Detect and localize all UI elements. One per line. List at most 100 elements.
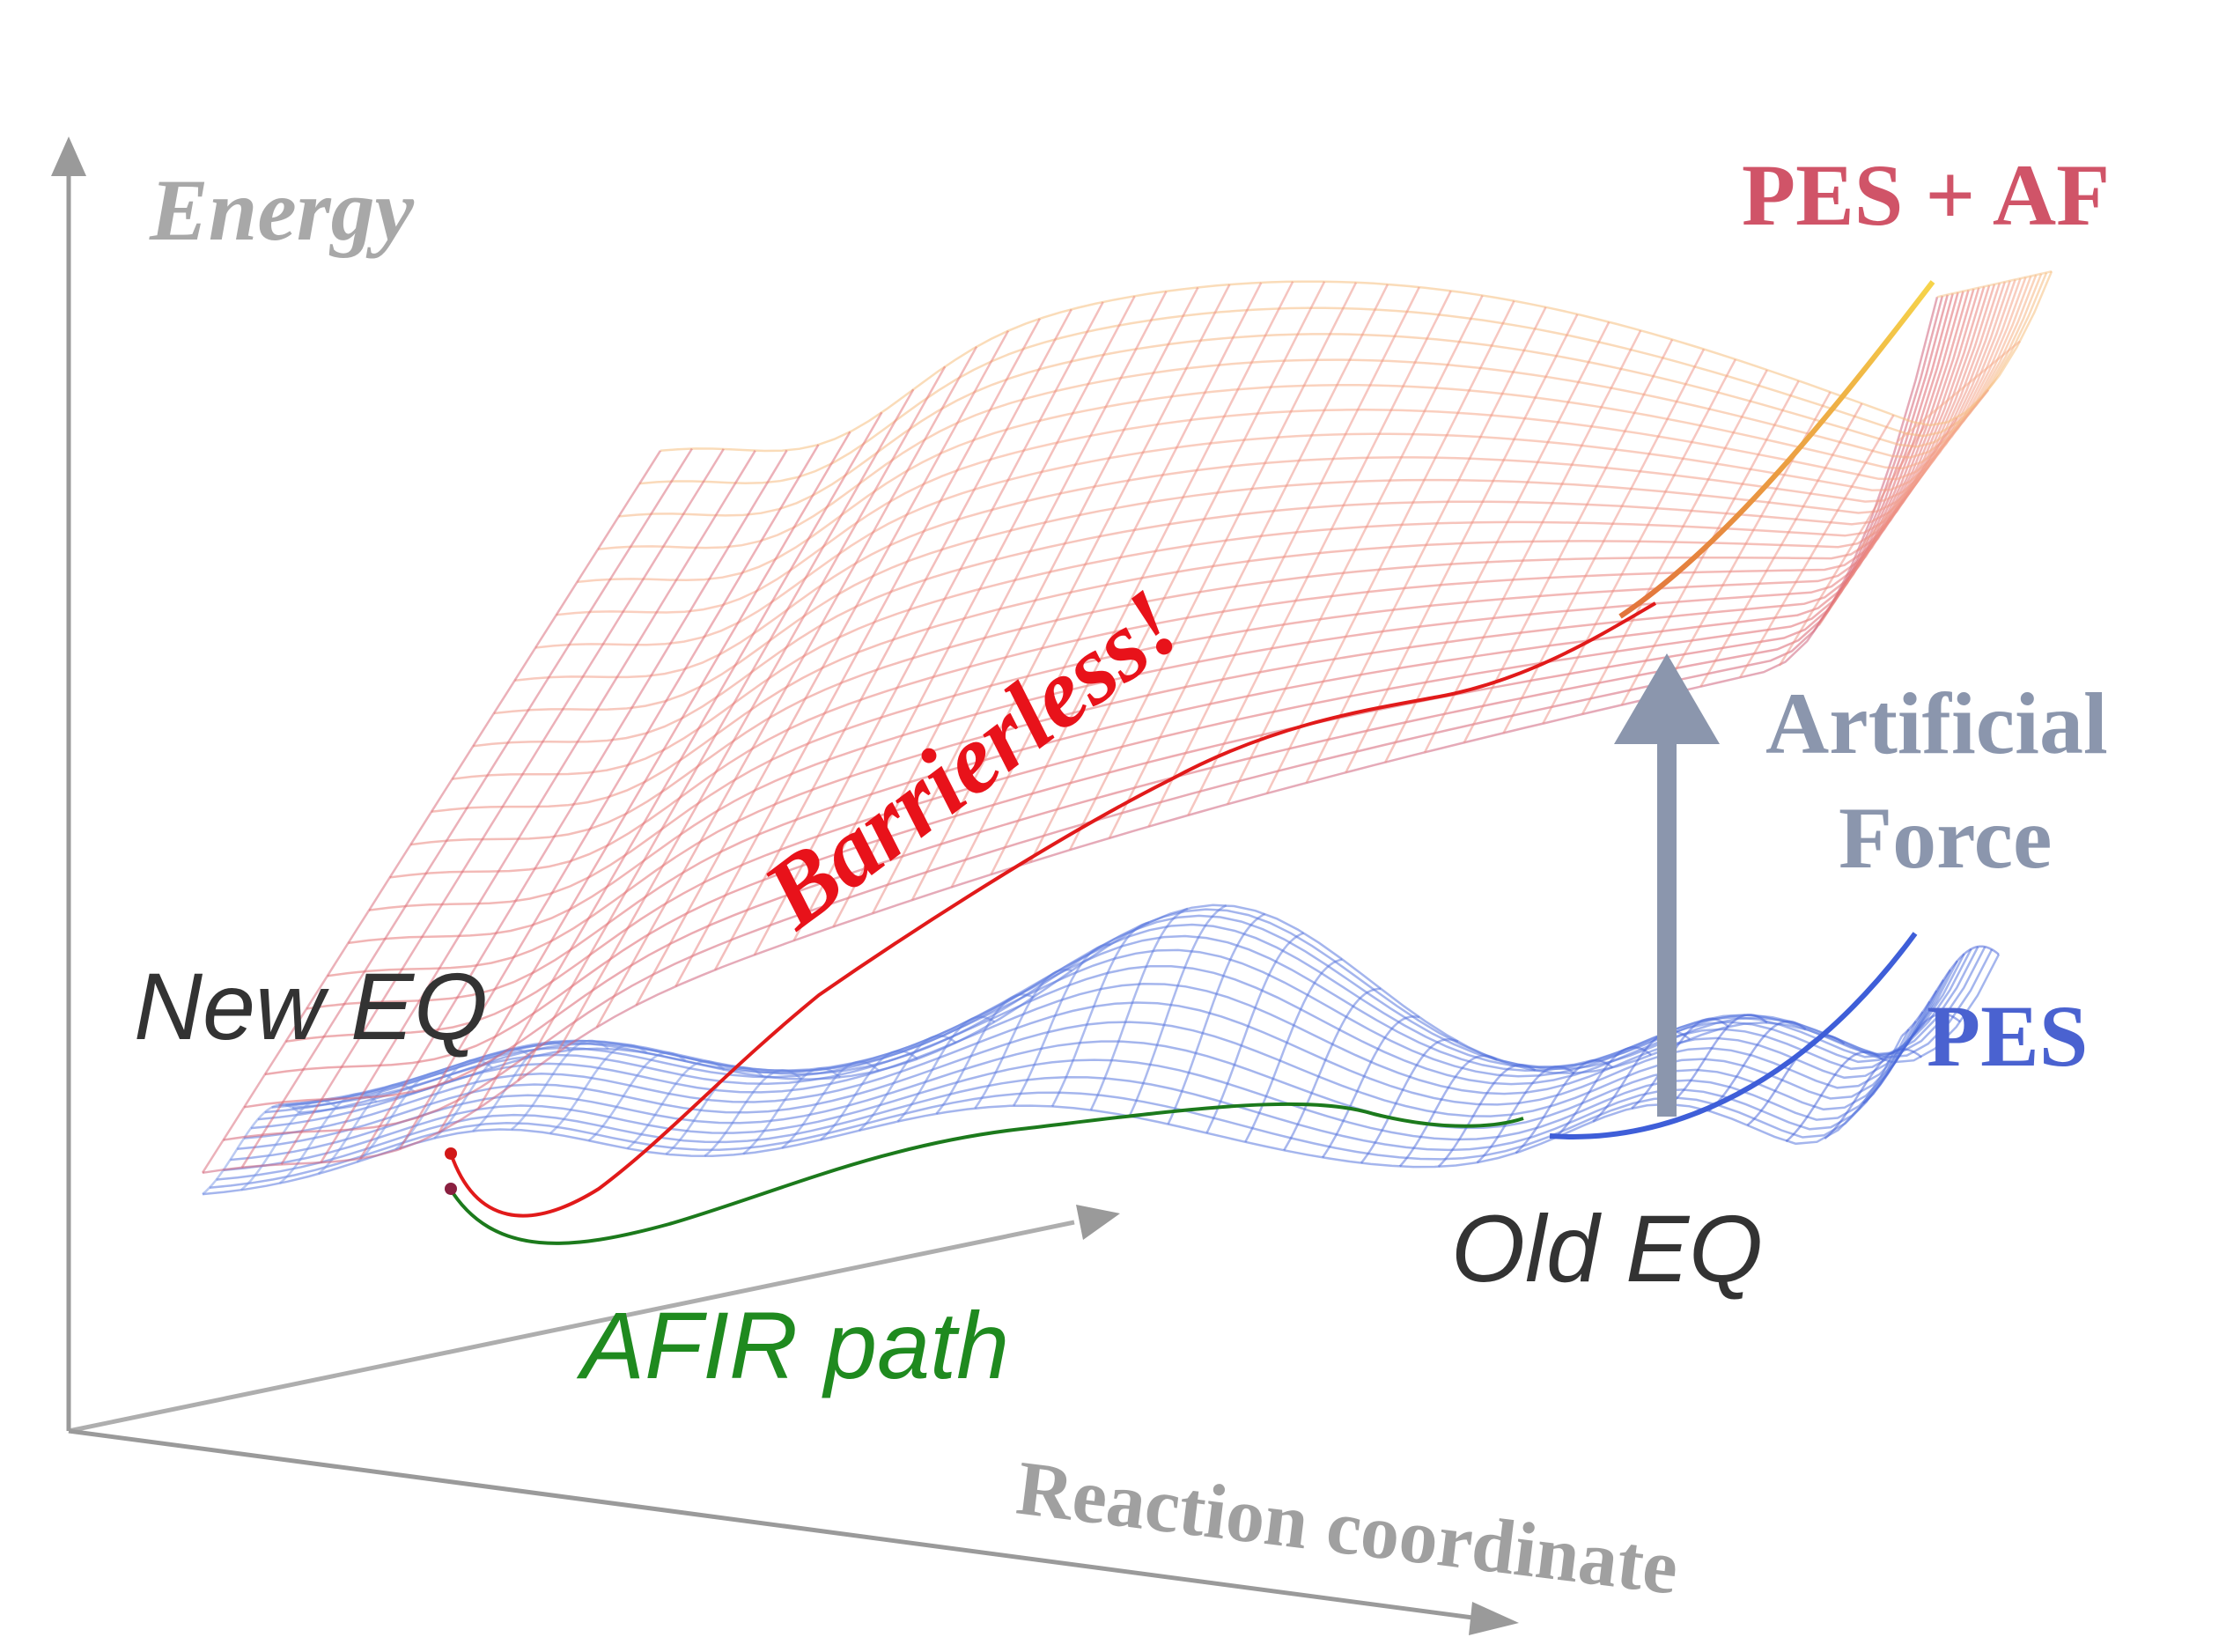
pes-mesh-line bbox=[626, 1059, 726, 1150]
pes-mesh-line bbox=[974, 968, 1072, 1110]
af-mesh-line bbox=[950, 282, 1263, 889]
pes-mesh-line bbox=[1631, 1017, 1729, 1110]
pes-mesh-line bbox=[472, 1041, 571, 1132]
energy-label: Energy bbox=[149, 161, 415, 259]
af-mesh-line bbox=[1778, 424, 1927, 667]
pes-mesh-line bbox=[1013, 943, 1111, 1107]
pes-mesh-line bbox=[1707, 1020, 1807, 1112]
pes-mesh-line bbox=[278, 1093, 378, 1184]
pes-mesh-line bbox=[1669, 1014, 1768, 1105]
af-mesh-line bbox=[359, 449, 788, 1160]
af-mesh-line bbox=[674, 318, 1041, 987]
pes-mesh-line bbox=[819, 1050, 918, 1141]
pes-mesh-line bbox=[317, 1083, 416, 1175]
pes-af-surface-mesh bbox=[201, 269, 2053, 1175]
pes-surface-mesh bbox=[202, 903, 2001, 1196]
new-eq-dark-dot bbox=[445, 1183, 457, 1195]
af-mesh-line bbox=[201, 450, 662, 1174]
pes-mesh-line bbox=[511, 1039, 609, 1131]
pes-af-label: PES + AF bbox=[1742, 146, 2110, 244]
af-mesh-line bbox=[660, 270, 2053, 453]
pes-mesh-line bbox=[587, 1051, 687, 1142]
pes-mesh-line bbox=[1128, 904, 1227, 1117]
reaction-coordinate-label: Reaction coordinate bbox=[1013, 1446, 1683, 1611]
af-mesh-line bbox=[431, 284, 1996, 814]
af-mesh-line bbox=[1817, 417, 1958, 626]
pes-mesh-line bbox=[1089, 907, 1189, 1111]
pes-mesh-line bbox=[665, 1066, 764, 1155]
af-mesh-line bbox=[1581, 369, 1768, 715]
af-mesh-line bbox=[1423, 329, 1642, 753]
pes-mesh-line bbox=[1785, 1051, 1884, 1143]
af-mesh-line bbox=[477, 411, 883, 1110]
depth-axis-arrowhead bbox=[1076, 1205, 1120, 1240]
pes-mesh-front-edge bbox=[1549, 932, 1918, 1139]
af-mesh-line bbox=[1265, 300, 1515, 794]
pes-mesh-line bbox=[1244, 958, 1343, 1143]
pes-mesh-line bbox=[1515, 1058, 1614, 1154]
af-mesh-line bbox=[240, 447, 693, 1169]
pes-mesh-line bbox=[202, 1103, 300, 1196]
af-mesh-line bbox=[517, 388, 915, 1081]
af-mesh-line bbox=[1463, 339, 1674, 743]
new-eq-red-dot bbox=[445, 1147, 457, 1160]
new-eq-label: New EQ bbox=[134, 953, 488, 1059]
af-mesh-line bbox=[871, 286, 1199, 914]
artificial-force-arrow bbox=[1614, 653, 1720, 1117]
pes-mesh-line bbox=[1360, 1037, 1459, 1164]
pes-mesh-line bbox=[704, 1069, 803, 1157]
pes-mesh-line bbox=[742, 1067, 841, 1155]
af-mesh-line bbox=[1739, 414, 1895, 679]
af-mesh-line bbox=[1345, 313, 1579, 773]
af-mesh-line bbox=[713, 308, 1072, 971]
axes bbox=[51, 136, 1519, 1635]
pes-mesh-line bbox=[356, 1071, 455, 1163]
old-eq-label: Old EQ bbox=[1451, 1195, 1763, 1302]
reaction-coordinate-axis-arrowhead bbox=[1469, 1602, 1519, 1635]
af-mesh-line bbox=[410, 284, 1991, 846]
artificial-label: Artificial bbox=[1765, 675, 2108, 772]
afir-path-label: AFIR path bbox=[576, 1292, 1009, 1398]
pes-label: PES bbox=[1927, 987, 2088, 1085]
af-mesh-line bbox=[595, 346, 978, 1029]
af-mesh-line bbox=[1187, 290, 1452, 816]
af-mesh-line bbox=[1305, 306, 1547, 784]
af-mesh-line bbox=[1936, 269, 2053, 299]
pes-mesh-line bbox=[549, 1044, 648, 1135]
af-mesh-line bbox=[1068, 282, 1358, 851]
af-mesh-line bbox=[1699, 402, 1863, 688]
pes-mesh-line bbox=[1901, 945, 2000, 1037]
pes-mesh-line bbox=[1553, 1046, 1652, 1139]
energy-axis-arrowhead bbox=[51, 136, 86, 176]
af-mesh-front-edge bbox=[1618, 280, 1935, 619]
pes-mesh-line bbox=[264, 948, 1965, 1114]
pes-mesh-line bbox=[1205, 932, 1304, 1134]
af-mesh-line bbox=[438, 431, 851, 1133]
af-mesh-line bbox=[1029, 281, 1326, 863]
force-label: Force bbox=[1839, 789, 2052, 887]
pes-mesh-line bbox=[1167, 912, 1266, 1125]
depth-axis bbox=[68, 1220, 1075, 1434]
pes-mesh-line bbox=[1437, 1064, 1537, 1168]
af-mesh-line bbox=[398, 444, 820, 1150]
pes-mesh-line bbox=[1476, 1065, 1575, 1164]
af-mesh-line bbox=[910, 284, 1231, 901]
pes-mesh-line bbox=[1050, 921, 1150, 1107]
pes-mesh-line bbox=[1321, 1015, 1420, 1159]
af-mesh-line bbox=[1857, 389, 1990, 552]
pes-mesh-line bbox=[433, 1047, 532, 1139]
barrierless-red-path bbox=[449, 601, 1657, 1218]
af-mesh-line bbox=[753, 301, 1104, 955]
af-mesh-line bbox=[1384, 321, 1611, 763]
af-mesh-line bbox=[320, 450, 756, 1163]
pes-mesh-line bbox=[896, 1015, 996, 1123]
af-mesh-line bbox=[1542, 358, 1737, 725]
af-mesh-line bbox=[832, 291, 1168, 928]
af-mesh-line bbox=[280, 448, 725, 1165]
reaction-coordinate-axis bbox=[68, 1428, 1480, 1621]
pes-mesh-line bbox=[935, 993, 1034, 1115]
pes-mesh-line bbox=[1824, 1048, 1923, 1140]
af-mesh-line bbox=[1226, 294, 1484, 805]
pes-mesh-line bbox=[291, 908, 1994, 1110]
